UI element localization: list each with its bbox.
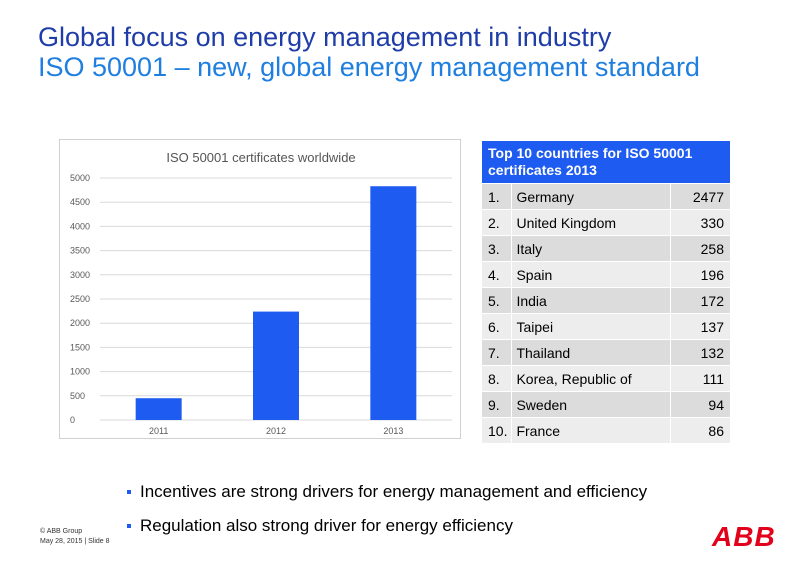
x-tick-label: 2012 [266,426,286,436]
y-tick-label: 3000 [70,270,90,280]
rank-cell: 1. [480,183,513,210]
country-cell: Taipei [511,313,671,340]
y-tick-label: 0 [70,415,75,425]
rank-cell: 2. [480,209,513,236]
bar [135,398,182,420]
y-tick-label: 4500 [70,197,90,207]
bar [370,186,417,420]
rank-cell: 9. [480,391,513,418]
y-tick-label: 1000 [70,367,90,377]
y-tick-label: 5000 [70,173,90,183]
value-cell: 258 [670,235,731,262]
table-row: 8. Korea, Republic of 111 [480,365,731,392]
table-row: 10. France 86 [480,417,731,444]
country-cell: Thailand [511,339,671,366]
table-row: 5. India 172 [480,287,731,314]
country-cell: Korea, Republic of [511,365,671,392]
top10-table-container: Top 10 countries for ISO 50001 certifica… [480,140,731,444]
country-cell: Spain [511,261,671,288]
footer: © ABB Group May 28, 2015 | Slide 8 [40,527,110,547]
value-cell: 132 [670,339,731,366]
slide-title: Global focus on energy management in ind… [38,22,700,82]
rank-cell: 10. [480,417,513,444]
bullet-text: Regulation also strong driver for energy… [140,516,513,535]
rank-cell: 3. [480,235,513,262]
value-cell: 86 [670,417,731,444]
table-header: Top 10 countries for ISO 50001 certifica… [481,140,731,184]
title-line-1: Global focus on energy management in ind… [38,22,612,52]
bullet-square-icon [127,490,131,494]
bullet-text: Incentives are strong drivers for energy… [140,482,648,501]
y-tick-label: 3500 [70,246,90,256]
top10-table: Top 10 countries for ISO 50001 certifica… [480,140,731,444]
bullet-item: Regulation also strong driver for energy… [127,509,647,543]
table-row: 3. Italy 258 [480,235,731,262]
country-cell: United Kingdom [511,209,671,236]
table-row: 9. Sweden 94 [480,391,731,418]
bullet-item: Incentives are strong drivers for energy… [127,475,647,509]
value-cell: 330 [670,209,731,236]
rank-cell: 6. [480,313,513,340]
table-row: 7. Thailand 132 [480,339,731,366]
value-cell: 2477 [670,183,731,210]
y-tick-label: 2500 [70,294,90,304]
value-cell: 137 [670,313,731,340]
chart-svg: ISO 50001 certificates worldwide 0 500 1000… [70,150,452,436]
abb-logo: ABB [712,521,776,552]
rank-cell: 7. [480,339,513,366]
x-tick-label: 2011 [149,426,168,436]
y-tick-label: 1500 [70,342,90,352]
title-line-2: ISO 50001 – new, global energy managemen… [38,52,700,82]
rank-cell: 8. [480,365,513,392]
x-tick-label: 2013 [383,426,403,436]
value-cell: 172 [670,287,731,314]
country-cell: Italy [511,235,671,262]
country-cell: Sweden [511,391,671,418]
table-row: 6. Taipei 137 [480,313,731,340]
table-body: 1. Germany 2477 2. United Kingdom 330 3. Italy 2… [480,183,731,444]
certificates-chart: ISO 50001 certificates worldwide 0 500 1000… [59,139,461,439]
bar [253,311,299,420]
country-cell: India [511,287,671,314]
rank-cell: 4. [480,261,513,288]
table-row: 1. Germany 2477 [480,183,731,210]
rank-cell: 5. [480,287,513,314]
table-row: 2. United Kingdom 330 [480,209,731,236]
table-row: 4. Spain 196 [480,261,731,288]
bullet-list: Incentives are strong drivers for energy… [127,475,647,543]
y-tick-label: 500 [70,391,85,401]
value-cell: 196 [670,261,731,288]
y-tick-label: 2000 [70,318,90,328]
footer-date: May 28, 2015 | Slide 8 [40,538,110,545]
country-cell: France [511,417,671,444]
value-cell: 111 [670,365,731,392]
value-cell: 94 [670,391,731,418]
footer-copyright: © ABB Group [40,528,83,535]
chart-title: ISO 50001 certificates worldwide [166,150,355,165]
y-tick-label: 4000 [70,221,90,231]
country-cell: Germany [511,183,671,210]
bullet-square-icon [127,524,131,528]
